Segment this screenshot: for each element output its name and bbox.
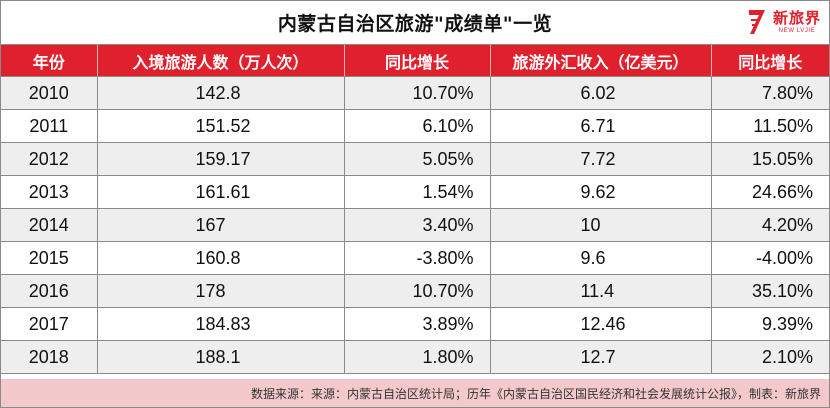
header-visitors-growth: 同比增长 xyxy=(344,45,491,77)
table-row: 2014 167 3.40% 10 4.20% xyxy=(1,208,829,242)
table-row: 2011 151.52 6.10% 6.71 11.50% xyxy=(1,109,829,143)
cell-income-growth: -4.00% xyxy=(711,241,829,275)
cell-income-growth: 35.10% xyxy=(711,274,829,308)
table-row: 2012 159.17 5.05% 7.72 15.05% xyxy=(1,142,829,176)
header-year: 年份 xyxy=(1,45,98,77)
table-row: 2010 142.8 10.70% 6.02 7.80% xyxy=(1,76,829,110)
cell-visitors-growth: 3.40% xyxy=(344,208,491,242)
cell-forex-income: 11.4 xyxy=(490,274,712,308)
cell-inbound-visitors: 167 xyxy=(97,208,345,242)
brand-logo: 新旅界 NEW LVJIE xyxy=(745,7,821,37)
cell-visitors-growth: 1.80% xyxy=(344,340,491,374)
title-bar: 内蒙古自治区旅游"成绩单"一览 新旅界 NEW LVJIE xyxy=(1,1,829,45)
cell-visitors-growth: 10.70% xyxy=(344,76,491,110)
cell-year: 2016 xyxy=(1,274,98,308)
source-note: 数据来源：来源：内蒙古自治区统计局；历年《内蒙古自治区国民经济和社会发展统计公报… xyxy=(250,386,821,401)
table-header-row: 年份 入境旅游人数（万人次） 同比增长 旅游外汇收入（亿美元） 同比增长 xyxy=(1,45,829,77)
page-title: 内蒙古自治区旅游"成绩单"一览 xyxy=(277,13,553,35)
logo-cn: 新旅界 xyxy=(772,8,821,27)
header-forex-income: 旅游外汇收入（亿美元） xyxy=(490,45,712,77)
table-row: 2015 160.8 -3.80% 9.6 -4.00% xyxy=(1,241,829,275)
cell-forex-income: 12.7 xyxy=(490,340,712,374)
cell-inbound-visitors: 160.8 xyxy=(97,241,345,275)
table-row: 2013 161.61 1.54% 9.62 24.66% xyxy=(1,175,829,209)
cell-visitors-growth: 6.10% xyxy=(344,109,491,143)
cell-forex-income: 10 xyxy=(490,208,712,242)
cell-income-growth: 2.10% xyxy=(711,340,829,374)
logo-mark-icon xyxy=(748,10,765,34)
cell-forex-income: 6.02 xyxy=(490,76,712,110)
cell-forex-income: 9.62 xyxy=(490,175,712,209)
cell-income-growth: 24.66% xyxy=(711,175,829,209)
logo-text: 新旅界 NEW LVJIE xyxy=(772,8,821,34)
cell-year: 2014 xyxy=(1,208,98,242)
cell-forex-income: 6.71 xyxy=(490,109,712,143)
cell-visitors-growth: 5.05% xyxy=(344,142,491,176)
cell-year: 2015 xyxy=(1,241,98,275)
cell-income-growth: 15.05% xyxy=(711,142,829,176)
table-row: 2017 184.83 3.89% 12.46 9.39% xyxy=(1,307,829,341)
cell-visitors-growth: 1.54% xyxy=(344,175,491,209)
cell-visitors-growth: -3.80% xyxy=(344,241,491,275)
header-inbound-visitors: 入境旅游人数（万人次） xyxy=(97,45,345,77)
cell-inbound-visitors: 188.1 xyxy=(97,340,345,374)
logo-en: NEW LVJIE xyxy=(778,27,816,34)
cell-inbound-visitors: 178 xyxy=(97,274,345,308)
table-row: 2018 188.1 1.80% 12.7 2.10% xyxy=(1,340,829,374)
cell-year: 2018 xyxy=(1,340,98,374)
cell-inbound-visitors: 151.52 xyxy=(97,109,345,143)
cell-year: 2011 xyxy=(1,109,98,143)
header-income-growth: 同比增长 xyxy=(711,45,829,77)
cell-year: 2013 xyxy=(1,175,98,209)
cell-income-growth: 4.20% xyxy=(711,208,829,242)
cell-income-growth: 11.50% xyxy=(711,109,829,143)
cell-inbound-visitors: 142.8 xyxy=(97,76,345,110)
table-row: 2016 178 10.70% 11.4 35.10% xyxy=(1,274,829,308)
cell-inbound-visitors: 184.83 xyxy=(97,307,345,341)
cell-year: 2017 xyxy=(1,307,98,341)
cell-visitors-growth: 10.70% xyxy=(344,274,491,308)
cell-inbound-visitors: 161.61 xyxy=(97,175,345,209)
source-footer: 数据来源：来源：内蒙古自治区统计局；历年《内蒙古自治区国民经济和社会发展统计公报… xyxy=(1,379,829,407)
cell-forex-income: 9.6 xyxy=(490,241,712,275)
table-body: 2010 142.8 10.70% 6.02 7.80% 2011 151.52 6.10% 6… xyxy=(1,76,829,374)
tourism-table: 年份 入境旅游人数（万人次） 同比增长 旅游外汇收入（亿美元） 同比增长 201… xyxy=(1,45,829,374)
cell-income-growth: 7.80% xyxy=(711,76,829,110)
cell-visitors-growth: 3.89% xyxy=(344,307,491,341)
cell-year: 2010 xyxy=(1,76,98,110)
cell-forex-income: 12.46 xyxy=(490,307,712,341)
cell-inbound-visitors: 159.17 xyxy=(97,142,345,176)
cell-forex-income: 7.72 xyxy=(490,142,712,176)
cell-income-growth: 9.39% xyxy=(711,307,829,341)
cell-year: 2012 xyxy=(1,142,98,176)
